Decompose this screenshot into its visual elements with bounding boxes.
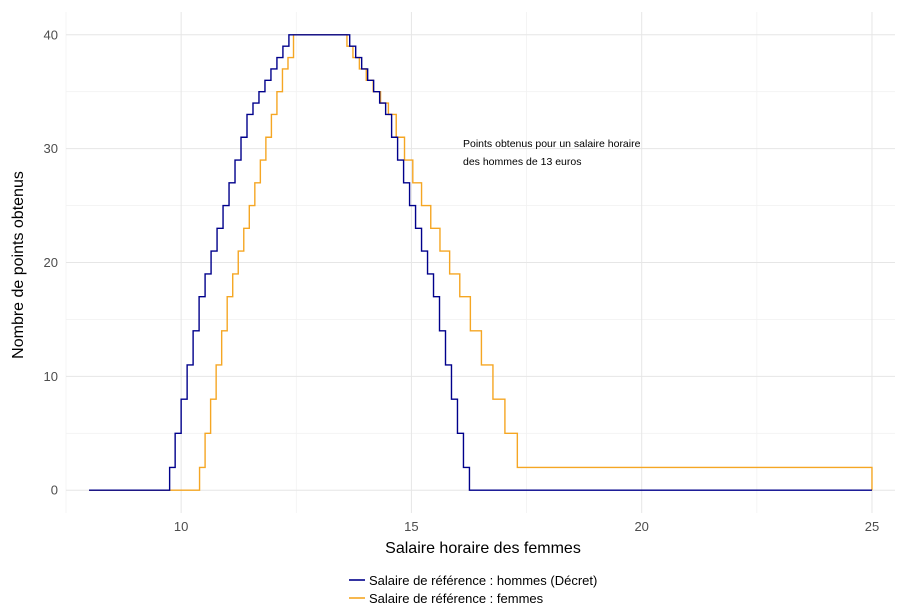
y-tick-label: 0 — [51, 483, 58, 498]
series-line-hommes — [89, 34, 872, 491]
tick-labels: 10 15 20 25 0 10 20 30 40 — [44, 27, 880, 534]
x-tick-label: 20 — [634, 519, 648, 534]
legend-label-femmes: Salaire de référence : femmes — [369, 591, 544, 606]
y-tick-label: 20 — [44, 255, 58, 270]
y-tick-label: 10 — [44, 369, 58, 384]
major-gridlines — [66, 12, 895, 513]
annotation-line-1: Points obtenus pour un salaire horaire — [463, 138, 641, 150]
series-layer — [89, 34, 873, 491]
minor-gridlines — [65, 12, 895, 513]
x-tick-label: 25 — [865, 519, 879, 534]
x-tick-label: 10 — [174, 519, 188, 534]
annotation: Points obtenus pour un salaire horaire d… — [463, 138, 641, 168]
annotation-line-2: des hommes de 13 euros — [463, 156, 581, 168]
y-tick-label: 40 — [44, 27, 58, 42]
x-axis-title: Salaire horaire des femmes — [385, 540, 581, 557]
y-tick-label: 30 — [44, 141, 58, 156]
x-tick-label: 15 — [404, 519, 418, 534]
y-axis-title: Nombre de points obtenus — [10, 171, 27, 359]
legend-label-hommes: Salaire de référence : hommes (Décret) — [369, 573, 597, 588]
legend: Salaire de référence : hommes (Décret) S… — [349, 573, 597, 606]
